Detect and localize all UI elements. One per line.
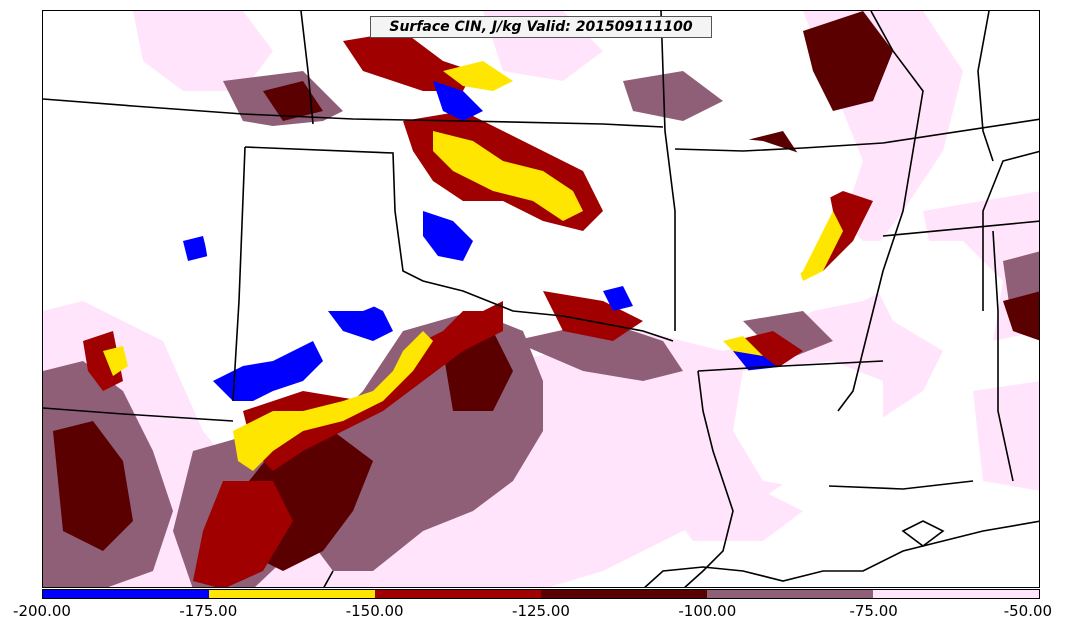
colorbar-segment — [873, 590, 1039, 598]
map-panel — [42, 10, 1040, 588]
colorbar-segment — [43, 590, 209, 598]
colorbar-tick-label: -125.00 — [512, 602, 570, 620]
map-title: Surface CIN, J/kg Valid: 201509111100 — [370, 16, 712, 38]
colorbar-tick-label: -100.00 — [678, 602, 737, 620]
colorbar-tick-label: -175.00 — [179, 602, 238, 620]
colorbar-segment — [209, 590, 375, 598]
colorbar-segment — [541, 590, 707, 598]
colorbar-segment — [707, 590, 873, 598]
colorbar — [42, 589, 1040, 599]
colorbar-tick-label: -50.00 — [1003, 602, 1053, 620]
cin-clear-areas — [203, 121, 1003, 491]
colorbar-tick-label: -150.00 — [345, 602, 404, 620]
colorbar-tick-label: -200.00 — [13, 602, 71, 620]
colorbar-tick-label: -75.00 — [849, 602, 898, 620]
colorbar-segment — [375, 590, 541, 598]
state-borders — [43, 11, 1039, 587]
cin-map — [43, 11, 1039, 587]
